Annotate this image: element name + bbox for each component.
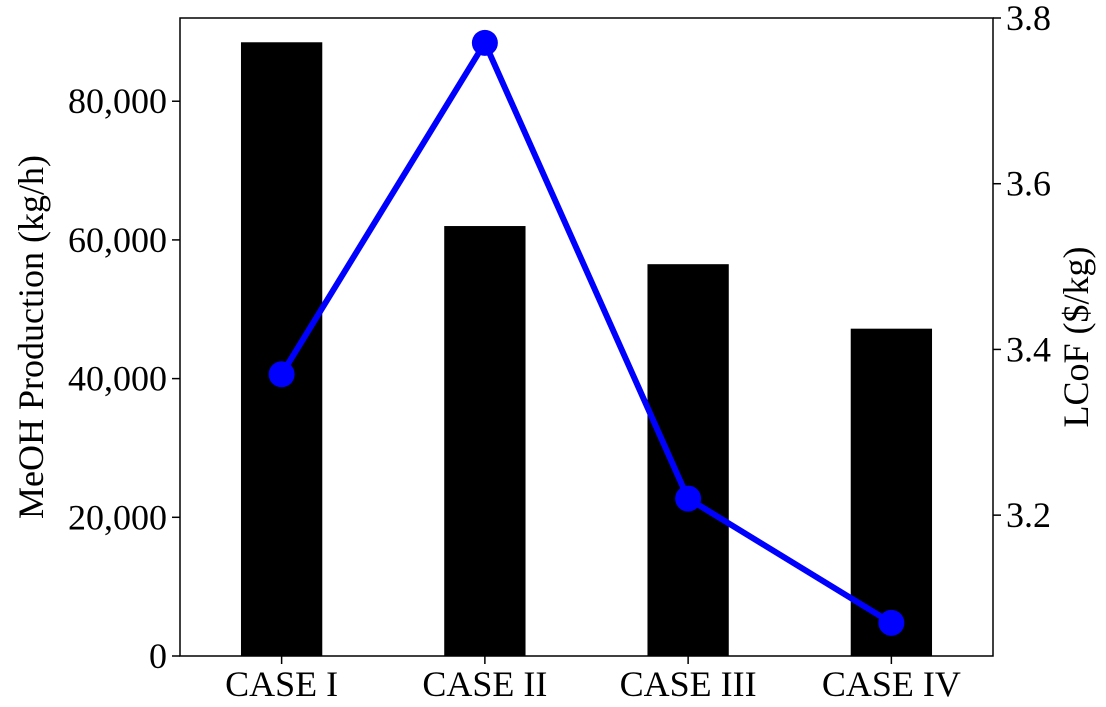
- x-tick-label-2: CASE III: [620, 664, 757, 704]
- y-left-tick-label-4: 80,000: [68, 81, 167, 121]
- bar-3: [647, 264, 729, 656]
- lcof-line: [279, 39, 893, 626]
- y-axis-right-title: LCoF ($/kg): [1056, 246, 1096, 427]
- lcof-point-2: [471, 29, 498, 56]
- bar-4: [850, 328, 933, 656]
- y-left-tick-label-2: 40,000: [68, 359, 167, 399]
- lcof-point-3: [675, 485, 702, 512]
- x-tick-label-3: CASE IV: [822, 664, 961, 704]
- x-tick-label-1: CASE II: [422, 664, 547, 704]
- bars-layer: [240, 42, 933, 657]
- y-right-tick-label-0: 3.2: [1006, 495, 1051, 535]
- y-left-tick-label-1: 20,000: [68, 497, 167, 537]
- y-right-tick-label-2: 3.6: [1006, 164, 1051, 204]
- y-axis-left-title: MeOH Production (kg/h): [11, 155, 51, 519]
- y-left-tick-label-0: 0: [149, 636, 167, 676]
- x-tick-label-0: CASE I: [225, 664, 338, 704]
- y-left-tick-label-3: 60,000: [68, 220, 167, 260]
- lcof-point-4: [878, 609, 905, 636]
- bar-2: [444, 226, 526, 657]
- bar-1: [240, 42, 323, 657]
- plot-frame: [179, 17, 994, 657]
- lcof-point-1: [268, 361, 295, 388]
- ticks-layer: 0 20,000 40,000 60,000 80,000 3.2 3.4 3.6 3.8 CAS…: [68, 0, 1051, 704]
- line-layer: [268, 29, 905, 636]
- y-right-tick-label-3: 3.8: [1006, 0, 1051, 38]
- y-right-tick-label-1: 3.4: [1006, 329, 1051, 369]
